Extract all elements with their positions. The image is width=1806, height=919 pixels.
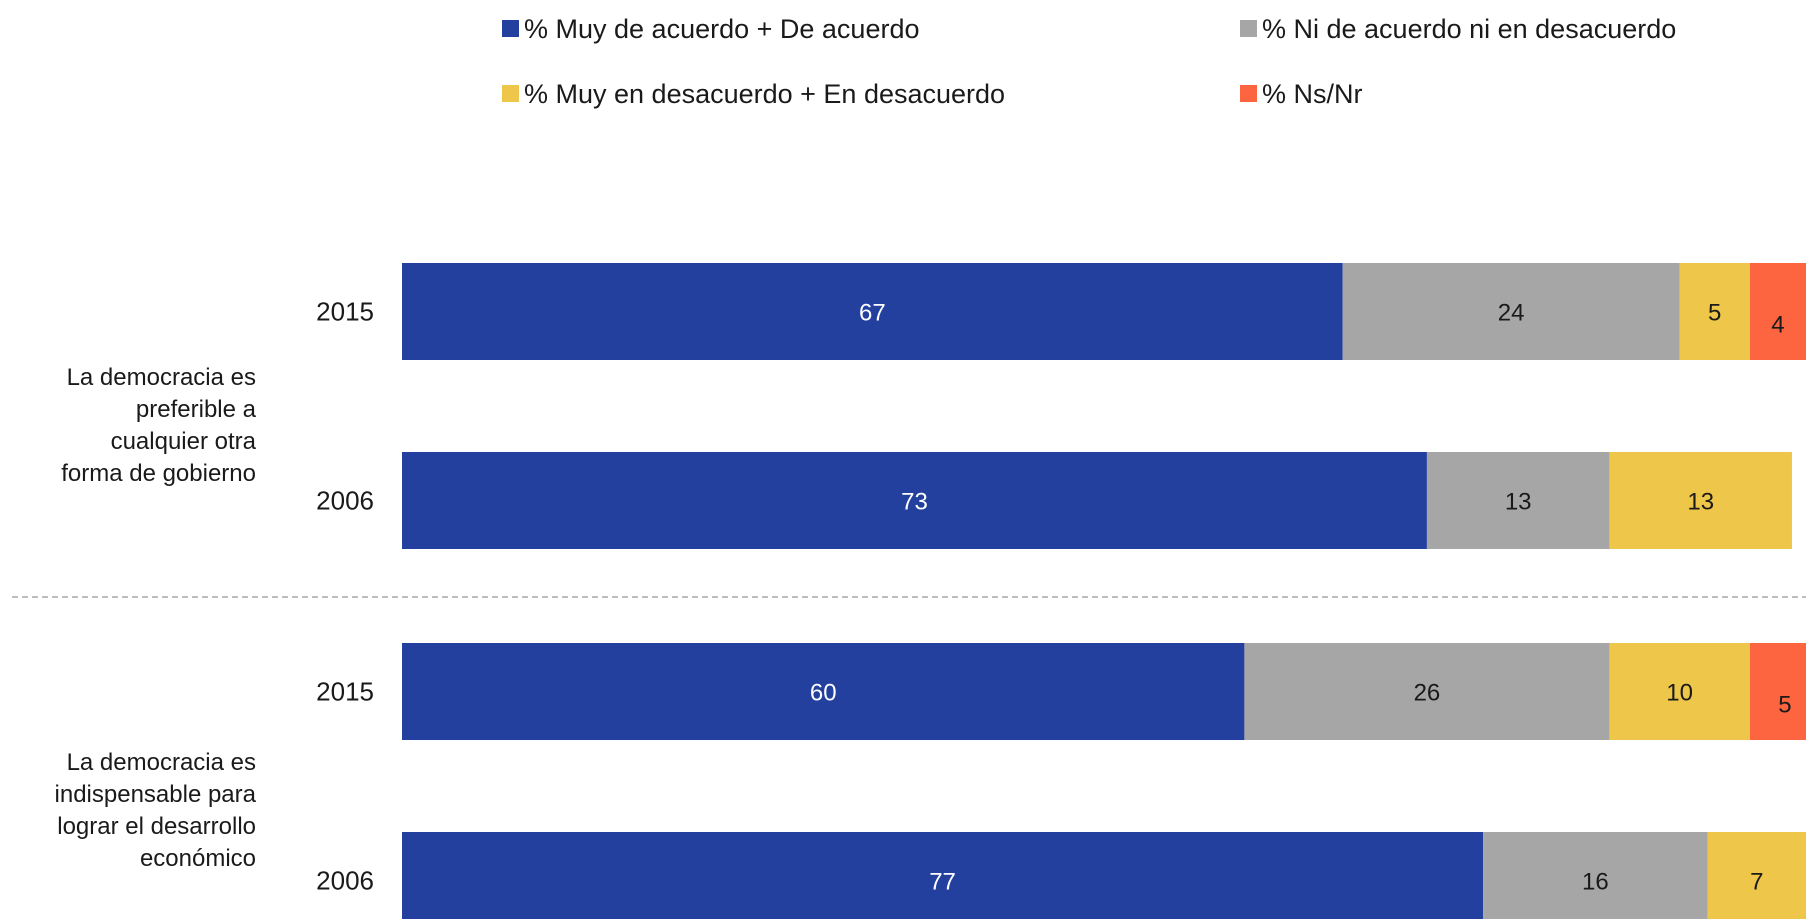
bar-value-label: 10: [1666, 680, 1693, 707]
year-label: 2006: [316, 866, 374, 896]
category-label-line: La democracia es: [67, 364, 256, 391]
category-labels: La democracia es preferible a cualquier ot…: [55, 364, 257, 872]
category-label-line: económico: [140, 845, 256, 872]
legend-swatch: [502, 20, 519, 37]
legend-swatch: [502, 85, 519, 102]
category-label-line: preferible a: [136, 396, 257, 423]
bar-value-label: 16: [1582, 869, 1609, 896]
bar-segment: [1679, 263, 1750, 360]
bar-value-label: 26: [1414, 680, 1441, 707]
year-label: 2015: [316, 297, 374, 327]
legend-label: % Ns/Nr: [1262, 79, 1363, 109]
bar-value-label: 24: [1498, 300, 1525, 327]
legend-label: % Muy de acuerdo + De acuerdo: [524, 14, 919, 44]
bar-segment: [1426, 452, 1610, 549]
legend-swatch: [1240, 85, 1257, 102]
bar-value-label: 13: [1687, 489, 1714, 516]
bar-segment: [1342, 263, 1680, 360]
bar-segment: [1749, 643, 1806, 740]
bar-value-label: 67: [859, 300, 886, 327]
bar-segment: [1707, 832, 1806, 919]
bar-value-label: 5: [1778, 692, 1791, 719]
bar-segment: [1609, 643, 1750, 740]
bar-value-label: 60: [810, 680, 837, 707]
bar-segment: [402, 452, 1427, 549]
bar-segment: [1483, 832, 1708, 919]
year-label: 2015: [316, 677, 374, 707]
bar-segment: [402, 832, 1484, 919]
legend: % Muy de acuerdo + De acuerdo % Ni de acu…: [502, 14, 1676, 109]
bar-value-label: 7: [1750, 869, 1763, 896]
bar-segment: [402, 263, 1343, 360]
category-label-line: indispensable para: [55, 781, 257, 808]
category-label-line: cualquier otra: [111, 428, 257, 455]
category-label-line: La democracia es: [67, 749, 256, 776]
bar-segment: [1609, 452, 1792, 549]
legend-label: % Ni de acuerdo ni en desacuerdo: [1262, 14, 1676, 44]
bar-value-label: 73: [901, 489, 928, 516]
bar-rows: 2015 67 24 5 4 2006 73 13 13 2015 60 26 10 5 2006 77 16 7: [316, 263, 1806, 919]
category-label-line: lograr el desarrollo: [57, 813, 256, 840]
category-label-line: forma de gobierno: [61, 460, 256, 487]
bar-value-label: 5: [1708, 300, 1721, 327]
bar-segment: [1749, 263, 1806, 360]
bar-value-label: 13: [1505, 489, 1532, 516]
bar-segment: [1244, 643, 1610, 740]
legend-swatch: [1240, 20, 1257, 37]
legend-label: % Muy en desacuerdo + En desacuerdo: [524, 79, 1005, 109]
bar-value-label: 77: [929, 869, 956, 896]
year-label: 2006: [316, 486, 374, 516]
bar-segment: [402, 643, 1245, 740]
bar-value-label: 4: [1771, 312, 1784, 339]
